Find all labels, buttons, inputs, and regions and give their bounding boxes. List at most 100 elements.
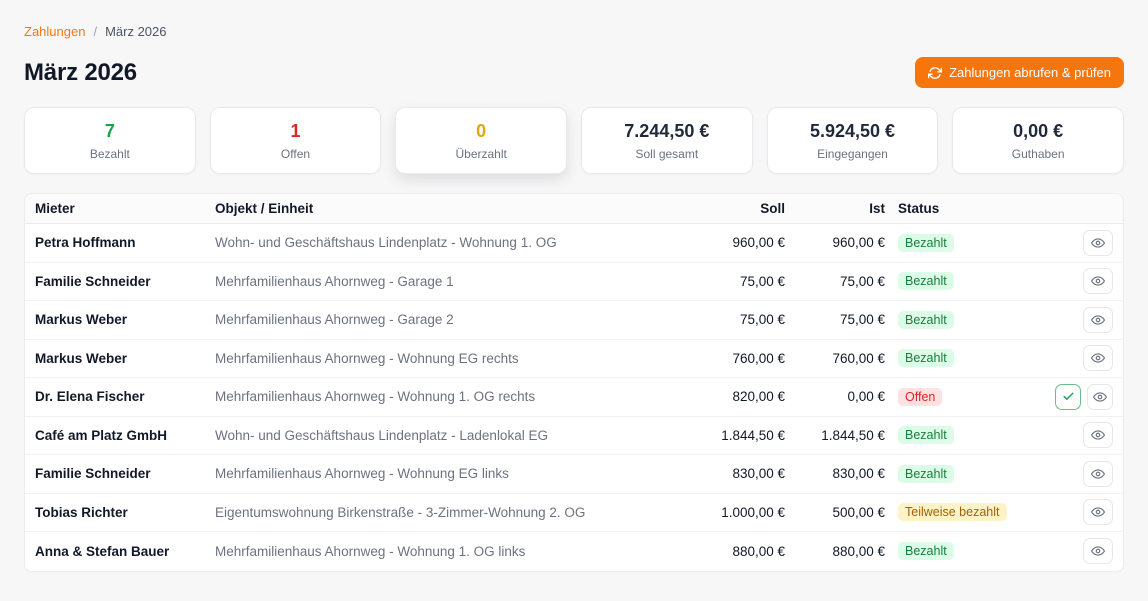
table-row: Markus Weber Mehrfamilienhaus Ahornweg -… [25, 340, 1123, 378]
summary-card-label: Eingegangen [817, 147, 888, 161]
view-details-button[interactable] [1083, 306, 1113, 333]
column-header-ist: Ist [869, 201, 885, 216]
view-details-button[interactable] [1083, 268, 1113, 295]
tenant-name: Dr. Elena Fischer [35, 389, 145, 405]
eye-icon [1091, 505, 1105, 519]
unit-name: Mehrfamilienhaus Ahornweg - Wohnung EG l… [215, 466, 509, 482]
tenant-name: Café am Platz GmbH [35, 427, 168, 443]
tenant-name: Familie Schneider [35, 273, 151, 289]
eye-icon [1091, 313, 1105, 327]
ist-amount: 0,00 € [847, 389, 885, 405]
unit-name: Mehrfamilienhaus Ahornweg - Wohnung EG r… [215, 350, 519, 366]
table-row: Tobias Richter Eigentumswohnung Birkenst… [25, 494, 1123, 532]
summary-card-value: 1 [290, 121, 301, 141]
status-badge: Offen [898, 387, 943, 406]
soll-amount: 1.000,00 € [721, 504, 785, 520]
ist-amount: 1.844,50 € [821, 427, 885, 443]
eye-icon [1091, 428, 1105, 442]
column-header-tenant: Mieter [35, 201, 75, 216]
unit-name: Mehrfamilienhaus Ahornweg - Wohnung 1. O… [215, 389, 536, 405]
row-actions [1055, 268, 1113, 295]
ist-amount: 960,00 € [832, 235, 885, 251]
fetch-payments-button[interactable]: Zahlungen abrufen & prüfen [915, 57, 1124, 88]
row-actions [1055, 345, 1113, 372]
row-actions [1055, 422, 1113, 449]
ist-amount: 880,00 € [832, 543, 885, 559]
payments-page: Zahlungen / März 2026 März 2026 Zahlunge… [24, 0, 1124, 572]
row-actions [1055, 538, 1113, 565]
summary-card: 7.244,50 € Soll gesamt [581, 107, 753, 174]
summary-card: 0 Überzahlt [395, 107, 567, 174]
view-details-button[interactable] [1083, 538, 1113, 565]
status-badge: Bezahlt [898, 272, 954, 291]
unit-name: Wohn- und Geschäftshaus Lindenplatz - Wo… [215, 235, 557, 251]
tenant-name: Petra Hoffmann [35, 235, 136, 251]
soll-amount: 830,00 € [732, 466, 785, 482]
tenant-name: Familie Schneider [35, 466, 151, 482]
tenant-name: Markus Weber [35, 350, 128, 366]
view-details-button[interactable] [1083, 229, 1113, 256]
refresh-icon [928, 66, 943, 80]
confirm-payment-button[interactable] [1055, 383, 1081, 410]
column-header-status: Status [898, 201, 940, 216]
row-actions [1055, 499, 1113, 526]
row-actions [1055, 460, 1113, 487]
summary-card: 0,00 € Guthaben [952, 107, 1124, 174]
breadcrumb-current: März 2026 [105, 24, 167, 39]
table-row: Café am Platz GmbH Wohn- und Geschäftsha… [25, 417, 1123, 455]
ist-amount: 830,00 € [832, 466, 885, 482]
status-badge: Bezahlt [898, 310, 954, 329]
soll-amount: 820,00 € [732, 389, 785, 405]
summary-card-value: 5.924,50 € [809, 121, 896, 141]
soll-amount: 880,00 € [732, 543, 785, 559]
soll-amount: 760,00 € [732, 350, 785, 366]
eye-icon [1091, 274, 1105, 288]
status-badge: Bezahlt [898, 542, 954, 561]
summary-card: 1 Offen [209, 107, 382, 174]
summary-card-value: 0 [476, 121, 487, 141]
soll-amount: 75,00 € [739, 273, 785, 289]
view-details-button[interactable] [1083, 460, 1113, 487]
unit-name: Mehrfamilienhaus Ahornweg - Garage 2 [215, 312, 454, 328]
summary-card-label: Guthaben [1011, 147, 1065, 161]
unit-name: Wohn- und Geschäftshaus Lindenplatz - La… [215, 427, 548, 443]
column-header-soll: Soll [760, 201, 785, 216]
view-details-button[interactable] [1083, 422, 1113, 449]
summary-card-label: Soll gesamt [635, 147, 699, 161]
row-actions [1055, 306, 1113, 333]
page-header: März 2026 Zahlungen abrufen & prüfen [24, 57, 1124, 88]
tenant-name: Anna & Stefan Bauer [35, 543, 170, 559]
ist-amount: 500,00 € [832, 504, 885, 520]
eye-icon [1091, 351, 1105, 365]
soll-amount: 75,00 € [739, 312, 785, 328]
view-details-button[interactable] [1087, 383, 1113, 410]
breadcrumb-payments-link[interactable]: Zahlungen [24, 24, 86, 39]
row-actions [1055, 383, 1113, 410]
check-icon [1062, 390, 1075, 403]
summary-card: 7 Bezahlt [24, 107, 196, 174]
summary-card: 5.924,50 € Eingegangen [766, 107, 939, 174]
status-badge: Teilweise bezahlt [898, 503, 1007, 522]
unit-name: Mehrfamilienhaus Ahornweg - Garage 1 [215, 273, 454, 289]
table-row: Anna & Stefan Bauer Mehrfamilienhaus Aho… [25, 532, 1123, 571]
summary-cards: 7 Bezahlt 1 Offen 0 Überzahlt 7.244,50 €… [24, 107, 1124, 174]
table-row: Markus Weber Mehrfamilienhaus Ahornweg -… [25, 301, 1123, 340]
table-row: Familie Schneider Mehrfamilienhaus Ahorn… [25, 263, 1123, 301]
table-body: Petra Hoffmann Wohn- und Geschäftshaus L… [25, 224, 1123, 571]
table-row: Dr. Elena Fischer Mehrfamilienhaus Ahorn… [25, 378, 1123, 417]
ist-amount: 760,00 € [832, 350, 885, 366]
ist-amount: 75,00 € [839, 312, 885, 328]
ist-amount: 75,00 € [839, 273, 885, 289]
view-details-button[interactable] [1083, 345, 1113, 372]
eye-icon [1093, 390, 1107, 404]
summary-card-value: 7 [104, 121, 115, 141]
summary-card-label: Überzahlt [455, 147, 507, 161]
eye-icon [1091, 544, 1105, 558]
tenant-name: Tobias Richter [35, 504, 128, 520]
view-details-button[interactable] [1083, 499, 1113, 526]
status-badge: Bezahlt [898, 233, 954, 252]
payments-table: Mieter Objekt / Einheit Soll Ist Status … [24, 193, 1124, 572]
table-header: Mieter Objekt / Einheit Soll Ist Status [25, 194, 1123, 224]
breadcrumb: Zahlungen / März 2026 [24, 0, 1124, 39]
eye-icon [1091, 467, 1105, 481]
